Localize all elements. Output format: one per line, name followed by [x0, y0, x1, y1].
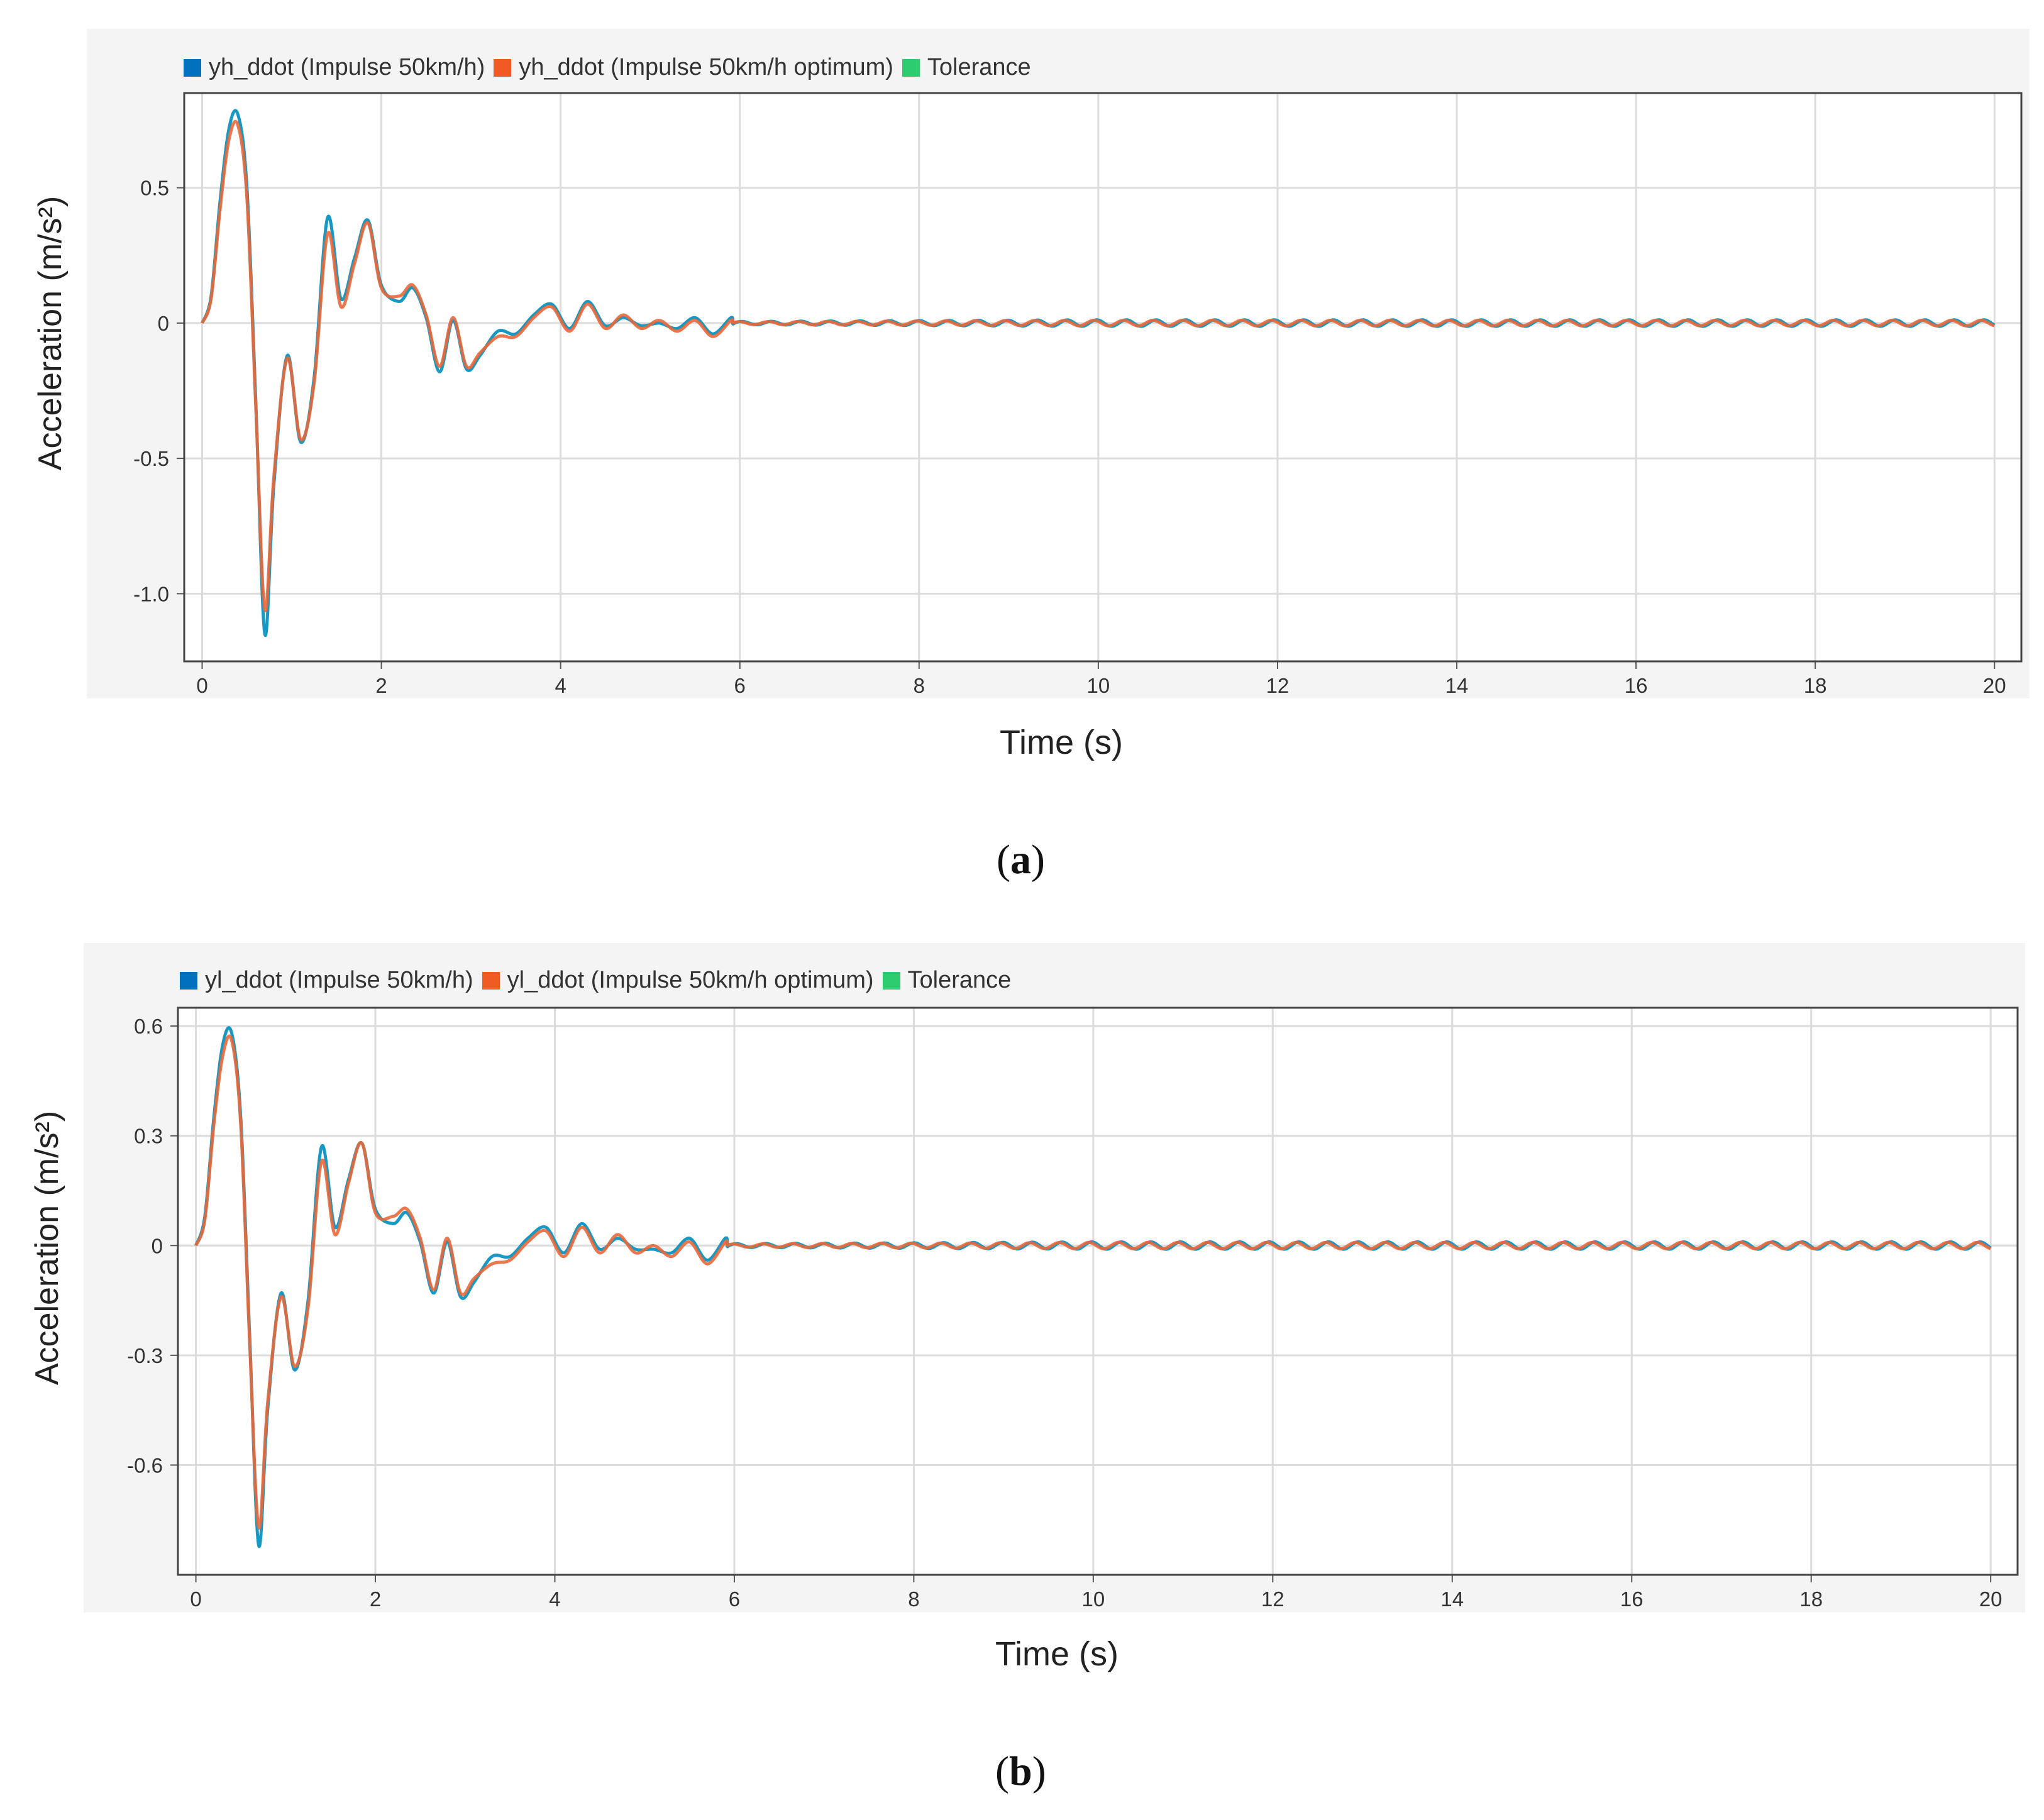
- x-tick-label-b-10: 20: [1979, 1587, 2003, 1611]
- x-tick-label-b-4: 8: [908, 1587, 919, 1611]
- x-tick-label-a-1: 2: [375, 674, 387, 697]
- legend-a: yh_ddot (Impulse 50km/h) yh_ddot (Impuls…: [184, 54, 1040, 81]
- legend-a-item-1[interactable]: yh_ddot (Impulse 50km/h optimum): [494, 54, 893, 81]
- caption-a: (a): [997, 837, 1045, 883]
- x-tick-label-a-8: 16: [1625, 674, 1648, 697]
- x-tick-label-b-0: 0: [190, 1587, 201, 1611]
- plot-frame-b: [177, 1007, 2019, 1576]
- x-tick-label-a-10: 20: [1983, 674, 2006, 697]
- x-tick-label-a-5: 10: [1087, 674, 1110, 697]
- x-tick-label-b-6: 12: [1261, 1587, 1284, 1611]
- y-tick-label-a-3: -1.0: [133, 582, 169, 605]
- x-tick-label-b-5: 10: [1082, 1587, 1105, 1611]
- legend-b-swatch-2: [882, 971, 900, 990]
- y-tick-label-b-0: 0.6: [134, 1015, 163, 1038]
- series-line-a-1: [201, 119, 1995, 613]
- y-tick-label-a-2: -0.5: [133, 447, 169, 470]
- x-tick-label-b-9: 18: [1799, 1587, 1823, 1611]
- caption-a-letter: a: [1010, 837, 1031, 883]
- x-tick-label-a-3: 6: [734, 674, 746, 697]
- caption-b-letter: b: [1008, 1748, 1032, 1794]
- y-axis-label-b: Acceleration (m/s²): [29, 1110, 65, 1386]
- legend-b: yl_ddot (Impulse 50km/h) yl_ddot (Impuls…: [180, 967, 1020, 994]
- x-axis-label-b: Time (s): [995, 1635, 1119, 1673]
- series-line-b-1: [194, 1034, 1992, 1530]
- legend-a-label-1: yh_ddot (Impulse 50km/h optimum): [519, 54, 893, 80]
- legend-a-item-0[interactable]: yh_ddot (Impulse 50km/h): [184, 54, 485, 81]
- y-tick-label-a-0: 0.5: [140, 177, 169, 200]
- plot-frame-a: [183, 92, 2023, 663]
- legend-a-label-2: Tolerance: [927, 54, 1031, 80]
- x-tick-label-b-8: 16: [1620, 1587, 1643, 1611]
- legend-a-swatch-2: [902, 58, 920, 77]
- legend-a-item-2[interactable]: Tolerance: [902, 54, 1031, 81]
- legend-b-item-1[interactable]: yl_ddot (Impulse 50km/h optimum): [482, 967, 874, 994]
- legend-b-swatch-1: [482, 971, 500, 990]
- x-tick-label-a-4: 8: [914, 674, 925, 697]
- legend-b-swatch-0: [180, 971, 197, 990]
- legend-a-swatch-1: [494, 58, 512, 77]
- x-tick-label-a-2: 4: [555, 674, 566, 697]
- x-tick-label-a-0: 0: [196, 674, 207, 697]
- x-tick-label-b-3: 6: [729, 1587, 740, 1611]
- caption-b: (b): [995, 1748, 1046, 1794]
- y-tick-label-b-2: 0: [152, 1234, 163, 1257]
- x-tick-label-a-6: 12: [1266, 674, 1290, 697]
- x-tick-label-a-9: 18: [1804, 674, 1827, 697]
- x-tick-label-b-7: 14: [1440, 1587, 1464, 1611]
- legend-a-swatch-0: [184, 58, 201, 77]
- y-tick-label-b-1: 0.3: [134, 1125, 163, 1148]
- y-tick-label-b-3: -0.3: [127, 1344, 163, 1367]
- x-axis-label-a: Time (s): [1000, 724, 1123, 761]
- legend-b-label-1: yl_ddot (Impulse 50km/h optimum): [507, 967, 874, 993]
- legend-b-item-0[interactable]: yl_ddot (Impulse 50km/h): [180, 967, 473, 994]
- x-tick-label-a-7: 14: [1445, 674, 1469, 697]
- legend-a-label-0: yh_ddot (Impulse 50km/h): [209, 54, 485, 80]
- legend-b-label-0: yl_ddot (Impulse 50km/h): [205, 967, 473, 993]
- y-tick-label-a-1: 0: [158, 312, 169, 335]
- legend-b-item-2[interactable]: Tolerance: [882, 967, 1012, 994]
- y-tick-label-b-4: -0.6: [127, 1453, 163, 1477]
- plot-area-b: [178, 1008, 2018, 1575]
- legend-b-label-2: Tolerance: [907, 967, 1012, 993]
- x-tick-label-b-1: 2: [370, 1587, 381, 1611]
- x-tick-label-b-2: 4: [549, 1587, 560, 1611]
